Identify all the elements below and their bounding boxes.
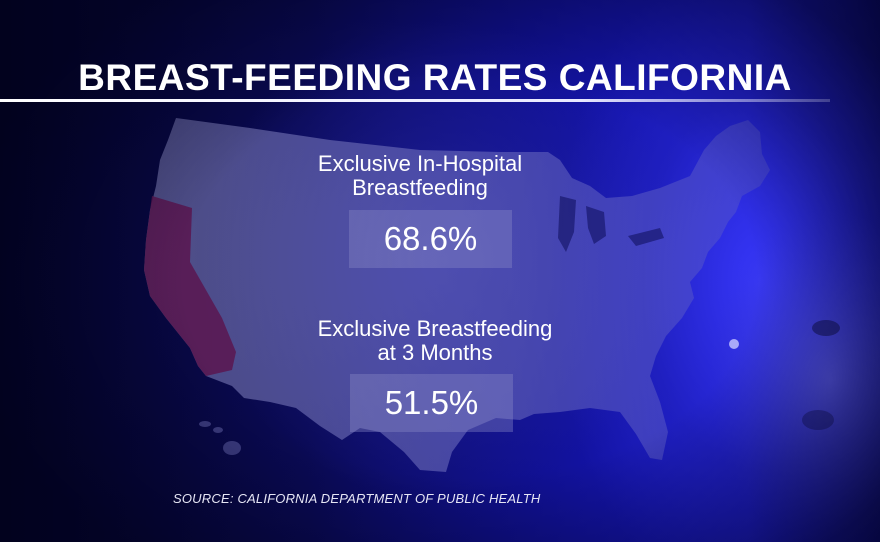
stat-label-line: at 3 Months <box>377 340 493 365</box>
stat-label-3-months: Exclusive Breastfeeding at 3 Months <box>290 317 580 365</box>
page-title: BREAST-FEEDING RATES CALIFORNIA <box>78 57 792 98</box>
stat-label-line: Exclusive Breastfeeding <box>317 316 553 341</box>
stat-value-3-months: 51.5% <box>350 374 513 432</box>
stat-label-line: Breastfeeding <box>352 175 488 200</box>
source-credit: SOURCE: CALIFORNIA DEPARTMENT OF PUBLIC … <box>173 491 541 506</box>
stat-value-in-hospital: 68.6% <box>349 210 512 268</box>
title-underline <box>0 99 830 102</box>
stat-label-line: Exclusive In-Hospital <box>317 151 523 176</box>
stat-label-in-hospital: Exclusive In-Hospital Breastfeeding <box>300 152 540 200</box>
